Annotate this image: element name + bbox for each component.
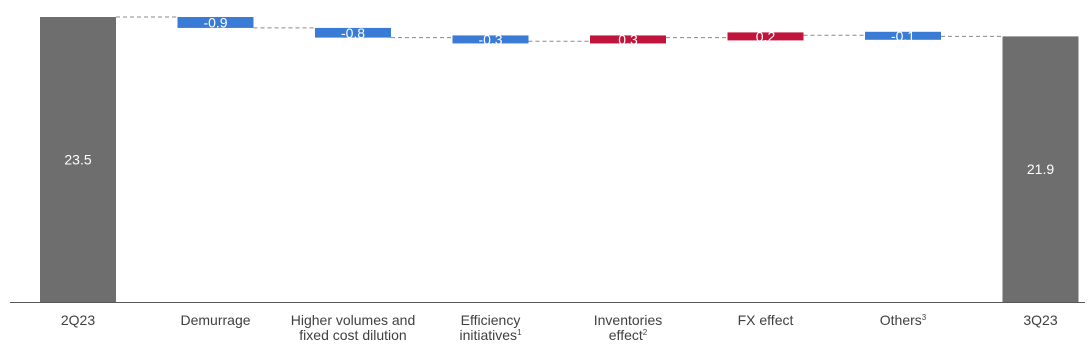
category-label: Demurrage bbox=[180, 312, 251, 328]
data-label: 0.3 bbox=[618, 31, 638, 47]
category-label: Inventories effect2 bbox=[593, 312, 663, 343]
bar-inventories-effect bbox=[590, 35, 666, 44]
bar-others bbox=[865, 31, 941, 40]
data-label: -0.1 bbox=[891, 28, 915, 44]
category-label: FX effect bbox=[737, 312, 794, 328]
bar-higher-volumes-and-fixed-cost-dilution bbox=[315, 27, 391, 38]
data-label: 23.5 bbox=[64, 152, 91, 168]
category-label: Efficiency initiatives1 bbox=[459, 312, 522, 343]
data-label: -0.3 bbox=[478, 31, 502, 47]
category-label: Others3 bbox=[879, 312, 927, 328]
data-label: -0.8 bbox=[341, 25, 365, 41]
bar-efficiency-initiatives bbox=[452, 35, 529, 44]
footnote-marker: 3 bbox=[921, 313, 927, 322]
category-label: 3Q23 bbox=[1023, 312, 1058, 328]
footnote-marker: 1 bbox=[517, 328, 522, 337]
category-label: 2Q23 bbox=[60, 312, 96, 328]
bar-fx-effect bbox=[727, 32, 804, 41]
data-label: 0.2 bbox=[756, 28, 776, 44]
category-label: Higher volumes and fixed cost dilution bbox=[290, 312, 416, 343]
footnote-marker: 2 bbox=[642, 328, 648, 337]
bar-3q23 bbox=[1002, 36, 1079, 302]
bar-demurrage bbox=[177, 17, 254, 28]
data-label: -0.9 bbox=[203, 14, 227, 30]
data-label: 21.9 bbox=[1027, 161, 1054, 177]
bar-2q23 bbox=[40, 17, 116, 302]
